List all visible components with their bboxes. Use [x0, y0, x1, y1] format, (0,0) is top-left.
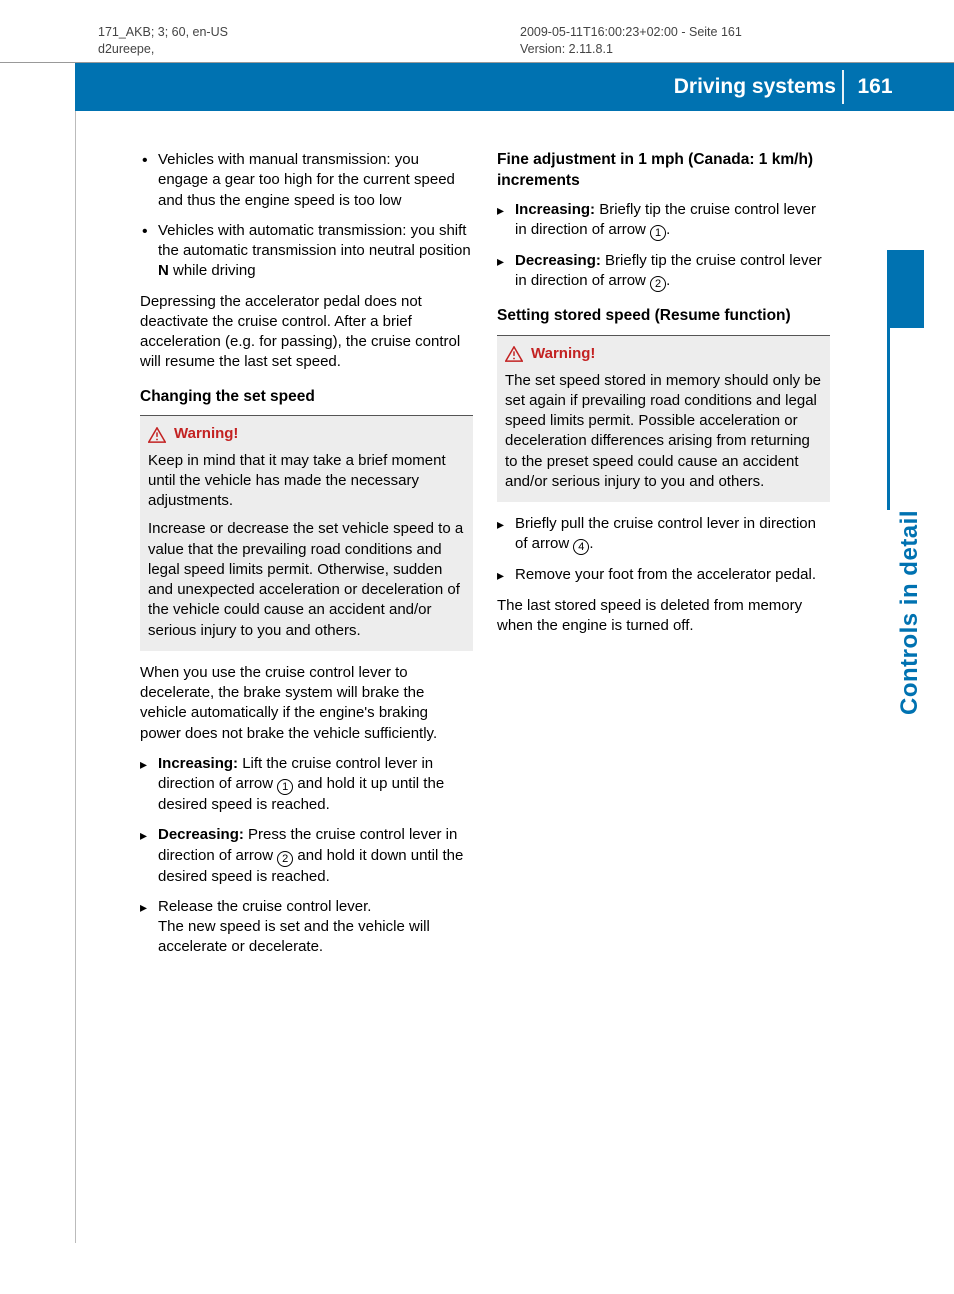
ref-2b: 2 — [650, 276, 666, 292]
meta-right-line1: 2009-05-11T16:00:23+02:00 - Seite 161 — [520, 24, 742, 41]
para-decelerate: When you use the cruise control lever to… — [140, 663, 473, 744]
neutral-n: N — [158, 262, 169, 279]
ref-2a: 2 — [277, 851, 293, 867]
step-decreasing: Decreasing: Press the cruise control lev… — [158, 825, 473, 887]
bullet-auto-pre: Vehicles with automatic transmission: yo… — [158, 222, 471, 259]
side-label: Controls in detail — [896, 510, 924, 715]
fine-decreasing: Decreasing: Briefly tip the cruise contr… — [515, 251, 830, 292]
bullet-auto-post: while driving — [169, 262, 256, 279]
right-column: Fine adjustment in 1 mph (Canada: 1 km/h… — [497, 150, 830, 968]
ref-1a: 1 — [277, 779, 293, 795]
increasing-label: Increasing: — [158, 755, 238, 772]
ref-1b: 1 — [650, 225, 666, 241]
resume-s1b: . — [589, 535, 593, 552]
changing-steps: Increasing: Lift the cruise control leve… — [140, 754, 473, 958]
warning-box-1: Warning! Keep in mind that it may take a… — [140, 415, 473, 651]
para-accelerator: Depressing the accelerator pedal does no… — [140, 292, 473, 373]
fine-inc-label: Increasing: — [515, 201, 595, 218]
bullet-automatic: Vehicles with automatic transmission: yo… — [158, 221, 473, 282]
meta-right: 2009-05-11T16:00:23+02:00 - Seite 161 Ve… — [520, 24, 742, 58]
fine-adjust-steps: Increasing: Briefly tip the cruise contr… — [497, 200, 830, 293]
resume-step1: Briefly pull the cruise control lever in… — [515, 514, 830, 555]
header-bar: Driving systems 161 — [75, 63, 954, 111]
fine-increasing: Increasing: Briefly tip the cruise contr… — [515, 200, 830, 241]
meta-left-line1: 171_AKB; 3; 60, en-US — [98, 24, 228, 41]
step-increasing: Increasing: Lift the cruise control leve… — [158, 754, 473, 816]
meta-left: 171_AKB; 3; 60, en-US d2ureepe, — [98, 24, 228, 58]
warning-title-2: Warning! — [531, 344, 595, 364]
meta-right-line2: Version: 2.11.8.1 — [520, 41, 742, 58]
fine-inc-b: . — [666, 221, 670, 238]
warning-header-1: Warning! — [148, 424, 465, 444]
warning-icon — [148, 427, 166, 443]
decreasing-label: Decreasing: — [158, 826, 244, 843]
bullet-manual: Vehicles with manual transmission: you e… — [158, 150, 473, 211]
resume-s1a: Briefly pull the cruise control lever in… — [515, 515, 816, 552]
heading-resume: Setting stored speed (Resume function) — [497, 306, 830, 327]
para-last-stored: The last stored speed is deleted from me… — [497, 596, 830, 637]
resume-steps: Briefly pull the cruise control lever in… — [497, 514, 830, 586]
section-title: Driving systems — [674, 63, 836, 111]
warning-box-2: Warning! The set speed stored in memory … — [497, 335, 830, 502]
ref-4: 4 — [573, 539, 589, 555]
meta-left-line2: d2ureepe, — [98, 41, 228, 58]
side-tab — [890, 250, 924, 328]
warning-icon — [505, 346, 523, 362]
header-divider — [842, 70, 844, 104]
heading-changing-speed: Changing the set speed — [140, 387, 473, 408]
fine-dec-b: . — [666, 272, 670, 289]
step-release: Release the cruise control lever. The ne… — [158, 897, 473, 958]
page-root: 171_AKB; 3; 60, en-US d2ureepe, 2009-05-… — [0, 0, 954, 1294]
warning1-p2: Increase or decrease the set vehicle spe… — [148, 519, 465, 641]
resume-step2: Remove your foot from the accelerator pe… — [515, 565, 830, 585]
fine-dec-label: Decreasing: — [515, 252, 601, 269]
content-area: Vehicles with manual transmission: you e… — [140, 150, 830, 968]
warning-header-2: Warning! — [505, 344, 822, 364]
heading-fine-adjustment: Fine adjustment in 1 mph (Canada: 1 km/h… — [497, 150, 830, 192]
left-column: Vehicles with manual transmission: you e… — [140, 150, 473, 968]
release-b: The new speed is set and the vehicle wil… — [158, 918, 430, 955]
warning2-p1: The set speed stored in memory should on… — [505, 371, 822, 493]
release-a: Release the cruise control lever. — [158, 898, 371, 915]
page-number: 161 — [850, 63, 900, 111]
intro-bullets: Vehicles with manual transmission: you e… — [140, 150, 473, 282]
side-rule — [887, 250, 890, 510]
vertical-rule — [75, 63, 76, 1243]
warning-title-1: Warning! — [174, 424, 238, 444]
warning1-p1: Keep in mind that it may take a brief mo… — [148, 451, 465, 512]
